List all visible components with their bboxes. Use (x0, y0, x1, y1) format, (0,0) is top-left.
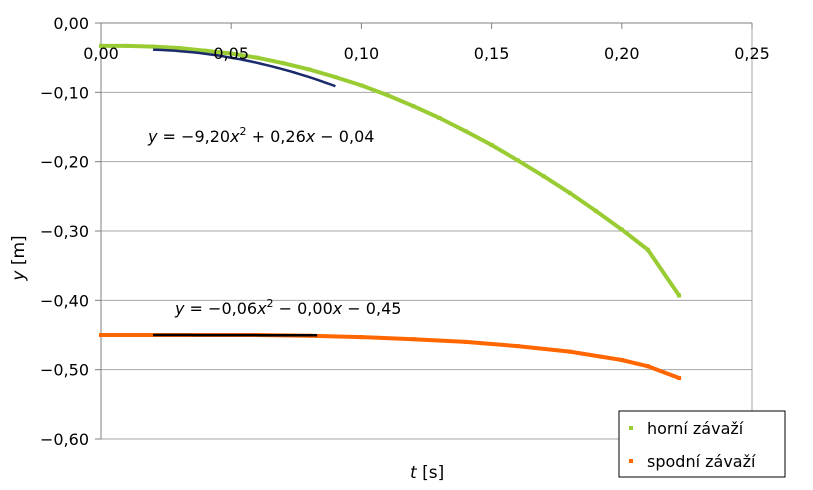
legend-swatch-horni (629, 426, 633, 430)
data-point (359, 83, 364, 88)
y-tick-label: −0,30 (40, 222, 89, 241)
legend-label-spodni: spodní závaží (647, 452, 756, 471)
data-point (333, 75, 338, 80)
legend-swatch-spodni (629, 459, 633, 463)
x-tick-label: 0,25 (734, 44, 770, 63)
x-tick-label: 0,10 (344, 44, 380, 63)
data-point (619, 227, 624, 232)
data-point (515, 158, 520, 163)
data-point (677, 293, 682, 298)
data-point (463, 339, 468, 344)
data-point (99, 43, 103, 48)
data-point (359, 335, 364, 340)
tick-labels: 0,00 −0,10 −0,20 −0,30 −0,40 −0,50 −0,60 0,00 0,… (40, 14, 770, 449)
data-point (677, 375, 682, 380)
y-tick-label: −0,40 (40, 291, 89, 310)
data-point (515, 344, 520, 349)
axes (95, 22, 753, 440)
data-point (99, 333, 103, 337)
series-layer (99, 43, 682, 380)
equation-lower: y = −0,06x2 − 0,00x − 0,45 (174, 297, 401, 318)
data-point (255, 55, 260, 60)
y-tick-label: −0,60 (40, 430, 89, 449)
data-point (177, 45, 182, 50)
x-axis-title: t [s] (410, 463, 444, 483)
data-point (437, 115, 442, 120)
data-point (229, 51, 234, 56)
legend-label-horni: horní závaží (647, 419, 744, 438)
series-spodni (99, 333, 682, 380)
legend-box (618, 410, 786, 478)
y-axis-title: y [m] (9, 235, 29, 281)
y-tick-label: −0,10 (40, 83, 89, 102)
data-point (593, 208, 598, 213)
data-point (151, 44, 156, 49)
data-point (567, 190, 572, 195)
data-point (411, 104, 416, 109)
series-line (99, 333, 682, 380)
data-point (307, 67, 312, 72)
data-point (619, 357, 624, 362)
series-line (99, 43, 682, 298)
equation-upper: y = −9,20x2 + 0,26x − 0,04 (147, 125, 374, 146)
data-point (645, 364, 650, 369)
data-point (567, 349, 572, 354)
data-point (125, 43, 130, 48)
data-point (463, 129, 468, 134)
series-horni (99, 43, 682, 298)
trendline-horni (153, 48, 336, 88)
data-point (151, 333, 156, 337)
x-tick-label: 0,15 (474, 44, 510, 63)
data-point (411, 337, 416, 342)
data-point (489, 143, 494, 148)
y-tick-label: −0,20 (40, 153, 89, 172)
data-point (385, 93, 390, 98)
data-point (541, 174, 546, 179)
x-tick-label: 0,00 (83, 44, 119, 63)
gridlines (101, 22, 752, 440)
x-tick-label: 0,20 (604, 44, 640, 63)
x-tick-label: 0,05 (213, 44, 249, 63)
trendline-layer (153, 48, 336, 337)
legend: horní závaží spodní závaží (618, 410, 786, 478)
data-point (203, 48, 208, 53)
data-point (281, 61, 286, 66)
data-point (645, 247, 650, 252)
y-tick-label: −0,50 (40, 361, 89, 380)
y-tick-label: 0,00 (53, 14, 89, 33)
